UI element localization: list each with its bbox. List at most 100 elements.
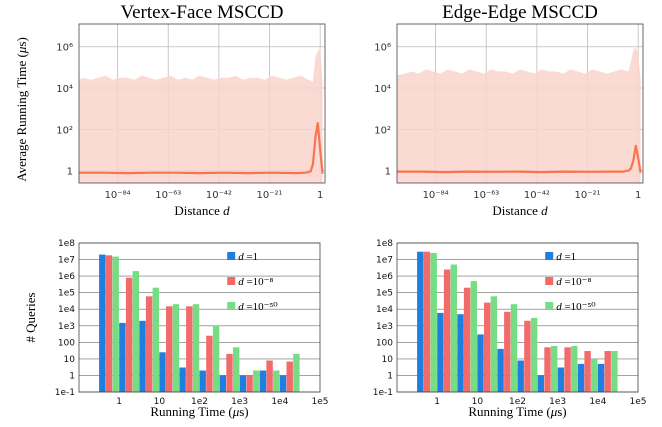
bar <box>423 251 431 392</box>
x-tick-label: 1e3 <box>231 397 248 407</box>
y-tick-label: 10⁴ <box>374 84 391 95</box>
x-tick-label: 1 <box>116 397 122 407</box>
bar <box>266 360 273 392</box>
y-tick-label: 1e4 <box>376 305 393 315</box>
bar <box>611 351 618 392</box>
bar <box>530 317 538 392</box>
legend-swatch <box>545 252 554 260</box>
y-tick-label: 100 <box>376 338 393 348</box>
x-tick-label: 1e5 <box>630 397 647 407</box>
x-tick-label: 1e2 <box>509 397 526 407</box>
bar <box>591 358 598 392</box>
bar <box>159 352 166 392</box>
x-tick-label: 10⁻⁴² <box>206 190 232 201</box>
y-tick-label: 1e5 <box>58 289 75 299</box>
legend-item: d =10⁻⁵⁰ <box>227 301 278 313</box>
legend-item: d =1 <box>227 251 258 263</box>
legend-swatch <box>227 277 236 285</box>
legend-swatch <box>227 252 236 260</box>
plot-frame <box>78 242 321 393</box>
legend-label: d =10⁻⁸ <box>556 276 591 288</box>
bar <box>457 314 464 392</box>
bar <box>537 375 544 392</box>
bar <box>470 281 477 392</box>
x-tick-label: 10⁻⁶³ <box>155 190 181 201</box>
x-tick-label: 10 <box>472 397 484 407</box>
y-axis-label: # Queries <box>23 292 38 342</box>
legend-label: d =10⁻⁸ <box>238 276 273 288</box>
x-tick-label: 10⁻⁴² <box>524 190 550 201</box>
x-tick-label: 10⁻⁸⁴ <box>423 190 449 201</box>
legend-swatch <box>545 277 554 285</box>
legend-item: d =1 <box>545 251 576 263</box>
legend-item: d =10⁻⁸ <box>227 276 273 288</box>
bar <box>179 367 186 392</box>
y-tick-label: 1 <box>385 167 391 178</box>
x-tick-label: 1 <box>434 397 440 407</box>
y-tick-label: 1 <box>67 167 73 178</box>
y-tick-label: 1e8 <box>376 239 393 249</box>
bar <box>604 351 611 392</box>
x-tick-label: 1e4 <box>271 397 288 407</box>
bar <box>125 277 133 392</box>
x-tick-label: 1 <box>317 190 323 201</box>
bar <box>551 346 558 392</box>
histogram-panel-3: 1e-1 1 10 100 1e3 1e4 1e5 1e6 1e7 1e8 1 10 1e2 1e3 1e4… <box>23 239 329 419</box>
plot-frame <box>78 23 326 184</box>
bar <box>597 363 605 392</box>
bar <box>450 264 457 392</box>
bar <box>564 347 571 392</box>
y-tick-label: 1e7 <box>376 256 393 266</box>
legend-label: d =10⁻⁵⁰ <box>556 301 596 313</box>
bar <box>286 361 293 392</box>
bar <box>99 254 106 392</box>
bar <box>571 346 578 392</box>
bar <box>192 304 200 392</box>
y-tick-label: 10⁶ <box>56 43 73 54</box>
mean-line <box>397 144 642 174</box>
y-tick-label: 10 <box>64 355 76 365</box>
x-tick-label: 1e5 <box>312 397 329 407</box>
x-tick-label: 10⁻⁶³ <box>473 190 499 201</box>
bar <box>166 306 173 392</box>
bar <box>279 375 287 392</box>
line-panel-2: 1 10² 10⁴ 10⁶ 10⁻⁸⁴ 10⁻⁶³ 10⁻⁴² 10⁻²¹ 1 Edge-Edge… <box>374 2 644 218</box>
bar <box>259 370 267 392</box>
legend-item: d =10⁻⁵⁰ <box>545 301 596 313</box>
legend-label: d =10⁻⁵⁰ <box>238 301 278 313</box>
legend-item: d =10⁻⁸ <box>545 276 591 288</box>
legend-label: d =1 <box>238 251 258 263</box>
y-tick-label: 10 <box>382 355 394 365</box>
bar <box>199 370 206 392</box>
mean-line <box>79 122 324 175</box>
x-tick-label: 1 <box>635 190 641 201</box>
x-tick-label: 10⁻²¹ <box>257 190 283 201</box>
y-tick-label: 1e8 <box>58 239 75 249</box>
y-tick-label: 1e4 <box>58 305 75 315</box>
bar <box>132 271 139 392</box>
y-tick-label: 100 <box>58 338 75 348</box>
x-tick-label: 10⁻²¹ <box>575 190 601 201</box>
y-tick-label: 1 <box>69 371 75 381</box>
x-axis-label: Distance d <box>492 203 548 218</box>
y-tick-label: 1e7 <box>58 256 75 266</box>
y-tick-label: 1e5 <box>376 289 393 299</box>
legend-label: d =1 <box>556 251 576 263</box>
bar <box>443 269 451 392</box>
bar <box>544 347 551 392</box>
x-tick-label: 1e4 <box>589 397 606 407</box>
bar <box>584 351 591 392</box>
bar <box>273 370 280 392</box>
x-tick-label: 1e2 <box>191 397 208 407</box>
range-band <box>397 46 641 184</box>
bar <box>206 335 213 392</box>
y-tick-label: 1e3 <box>376 322 393 332</box>
line-panel-1: 1 10² 10⁴ 10⁶ 10⁻⁸⁴ 10⁻⁶³ 10⁻⁴² 10⁻²¹ 1 Vertex-Fa… <box>14 2 326 218</box>
legend-swatch <box>227 302 236 310</box>
plot-area <box>79 243 320 392</box>
bar <box>293 353 300 392</box>
x-axis-label: Running Time (μs) <box>468 404 566 419</box>
legend-swatch <box>545 302 554 310</box>
bar <box>152 287 159 392</box>
